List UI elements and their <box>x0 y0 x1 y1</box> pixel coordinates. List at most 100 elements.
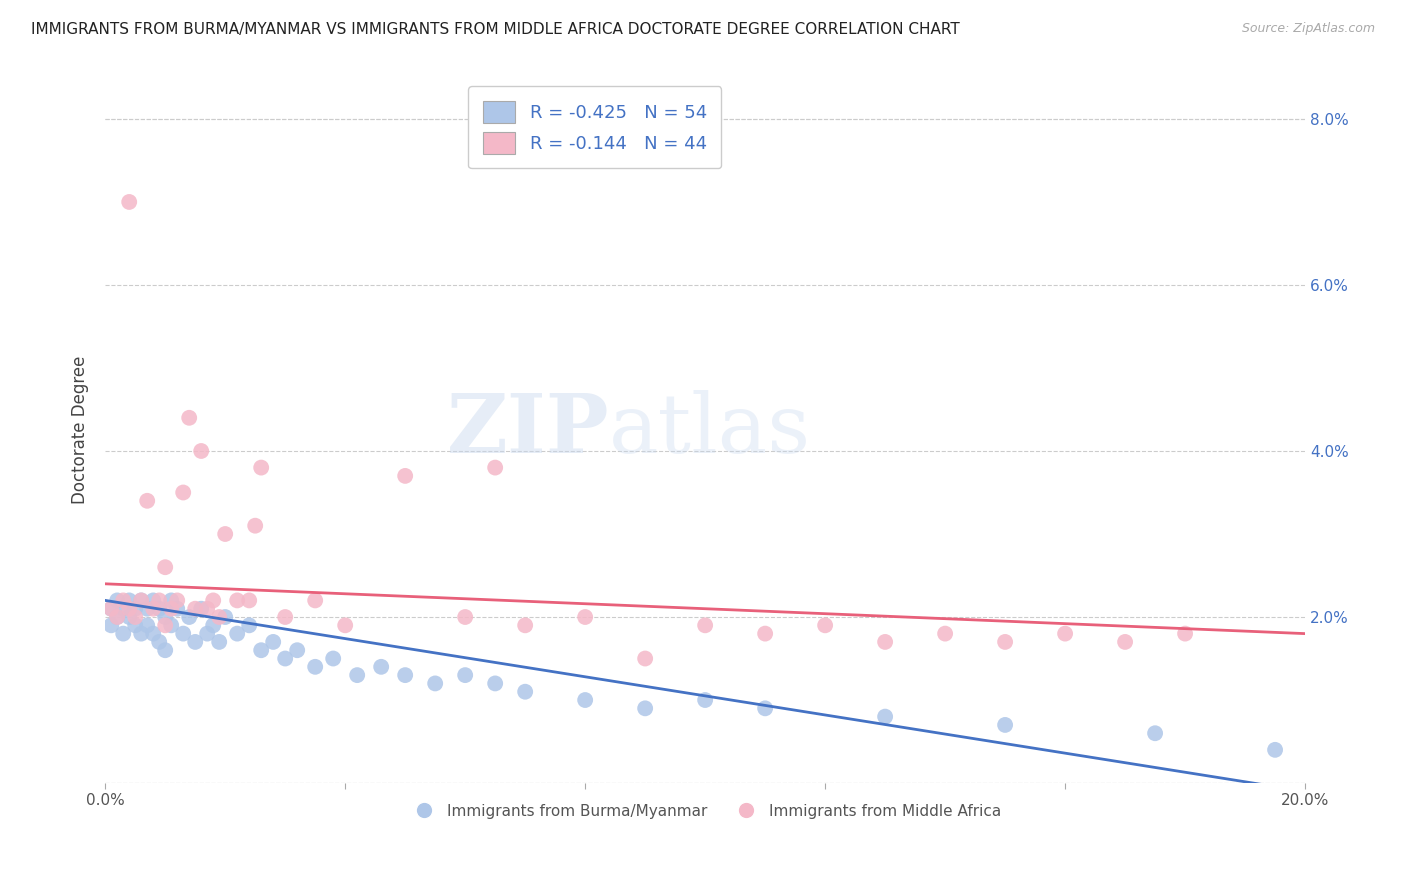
Point <box>425 676 447 690</box>
Point <box>1174 626 1197 640</box>
Point <box>142 593 165 607</box>
Point <box>250 460 273 475</box>
Point <box>274 651 297 665</box>
Text: Source: ZipAtlas.com: Source: ZipAtlas.com <box>1241 22 1375 36</box>
Point <box>346 668 368 682</box>
Point <box>129 626 152 640</box>
Point <box>195 626 218 640</box>
Point <box>124 610 146 624</box>
Point <box>118 194 141 209</box>
Point <box>155 610 177 624</box>
Point <box>148 601 170 615</box>
Point <box>238 593 260 607</box>
Point <box>1144 726 1167 740</box>
Point <box>875 709 897 723</box>
Point <box>190 444 212 458</box>
Point <box>129 593 152 607</box>
Point <box>166 601 188 615</box>
Point <box>195 601 218 615</box>
Point <box>160 593 183 607</box>
Point <box>142 601 165 615</box>
Point <box>454 610 477 624</box>
Point <box>148 635 170 649</box>
Point <box>875 635 897 649</box>
Point <box>118 610 141 624</box>
Point <box>160 601 183 615</box>
Point <box>179 410 201 425</box>
Point <box>274 610 297 624</box>
Point <box>250 643 273 657</box>
Point <box>814 618 837 632</box>
Point <box>238 618 260 632</box>
Point <box>1114 635 1136 649</box>
Point <box>634 651 657 665</box>
Point <box>179 610 201 624</box>
Point <box>160 618 183 632</box>
Point <box>515 618 537 632</box>
Point <box>208 635 231 649</box>
Point <box>994 718 1017 732</box>
Point <box>994 635 1017 649</box>
Point <box>112 626 135 640</box>
Text: IMMIGRANTS FROM BURMA/MYANMAR VS IMMIGRANTS FROM MIDDLE AFRICA DOCTORATE DEGREE : IMMIGRANTS FROM BURMA/MYANMAR VS IMMIGRA… <box>31 22 960 37</box>
Point <box>129 593 152 607</box>
Point <box>136 618 159 632</box>
Point <box>112 601 135 615</box>
Point <box>100 601 122 615</box>
Point <box>304 660 326 674</box>
Point <box>515 684 537 698</box>
Point <box>574 610 596 624</box>
Point <box>136 601 159 615</box>
Point <box>105 610 128 624</box>
Point <box>155 618 177 632</box>
Point <box>394 469 416 483</box>
Text: ZIP: ZIP <box>447 390 609 470</box>
Point <box>370 660 392 674</box>
Point <box>484 460 506 475</box>
Point <box>634 701 657 715</box>
Point <box>105 593 128 607</box>
Point <box>142 626 165 640</box>
Point <box>754 701 776 715</box>
Point <box>304 593 326 607</box>
Point <box>100 601 122 615</box>
Point <box>202 593 225 607</box>
Point <box>322 651 344 665</box>
Y-axis label: Doctorate Degree: Doctorate Degree <box>72 356 89 505</box>
Point <box>754 626 776 640</box>
Point <box>118 593 141 607</box>
Point <box>695 693 717 707</box>
Point <box>166 593 188 607</box>
Point <box>214 610 236 624</box>
Point <box>124 601 146 615</box>
Point <box>574 693 596 707</box>
Point <box>335 618 357 632</box>
Point <box>155 643 177 657</box>
Point <box>112 593 135 607</box>
Point <box>934 626 956 640</box>
Point <box>214 527 236 541</box>
Point <box>172 485 194 500</box>
Point <box>1264 743 1286 757</box>
Point <box>184 635 207 649</box>
Point <box>394 668 416 682</box>
Point <box>118 601 141 615</box>
Point <box>1054 626 1077 640</box>
Text: atlas: atlas <box>609 390 811 470</box>
Point <box>184 601 207 615</box>
Point <box>100 618 122 632</box>
Point <box>208 610 231 624</box>
Point <box>105 610 128 624</box>
Point <box>695 618 717 632</box>
Point <box>484 676 506 690</box>
Point <box>124 618 146 632</box>
Point <box>454 668 477 682</box>
Point <box>202 618 225 632</box>
Legend: Immigrants from Burma/Myanmar, Immigrants from Middle Africa: Immigrants from Burma/Myanmar, Immigrant… <box>404 797 1007 825</box>
Point <box>190 601 212 615</box>
Point <box>155 560 177 574</box>
Point <box>245 518 267 533</box>
Point <box>262 635 284 649</box>
Point <box>226 593 249 607</box>
Point <box>172 626 194 640</box>
